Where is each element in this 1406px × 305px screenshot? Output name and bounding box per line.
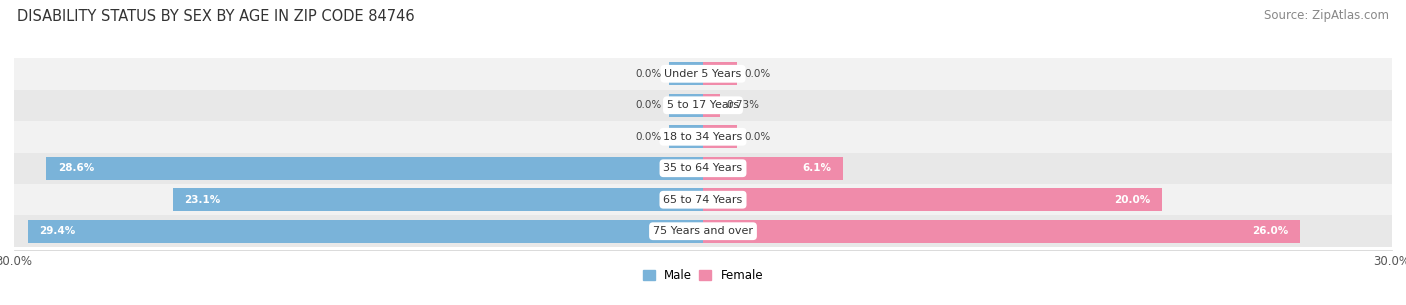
Bar	[669, 94, 703, 117]
Text: 6.1%: 6.1%	[803, 163, 831, 173]
Text: 28.6%: 28.6%	[58, 163, 94, 173]
Bar	[703, 63, 738, 85]
Bar	[703, 220, 1301, 242]
Text: 20.0%: 20.0%	[1115, 195, 1152, 205]
Text: 75 Years and over: 75 Years and over	[652, 226, 754, 236]
Bar	[14, 58, 1392, 90]
Bar	[28, 220, 703, 242]
Bar	[703, 188, 1163, 211]
Bar	[703, 125, 738, 148]
Bar	[14, 215, 1392, 247]
Bar	[46, 157, 703, 180]
Text: 0.0%: 0.0%	[636, 132, 662, 142]
Text: 0.0%: 0.0%	[744, 132, 770, 142]
Bar	[703, 94, 720, 117]
Legend: Male, Female: Male, Female	[638, 265, 768, 287]
Text: 18 to 34 Years: 18 to 34 Years	[664, 132, 742, 142]
Bar	[669, 125, 703, 148]
Text: 35 to 64 Years: 35 to 64 Years	[664, 163, 742, 173]
Bar	[703, 157, 844, 180]
Bar	[14, 90, 1392, 121]
Text: 0.0%: 0.0%	[636, 69, 662, 79]
Bar	[14, 152, 1392, 184]
Text: DISABILITY STATUS BY SEX BY AGE IN ZIP CODE 84746: DISABILITY STATUS BY SEX BY AGE IN ZIP C…	[17, 9, 415, 24]
Text: 0.73%: 0.73%	[727, 100, 759, 110]
Text: 5 to 17 Years: 5 to 17 Years	[666, 100, 740, 110]
Text: 23.1%: 23.1%	[184, 195, 221, 205]
Text: 26.0%: 26.0%	[1253, 226, 1289, 236]
Text: 0.0%: 0.0%	[636, 100, 662, 110]
Bar	[173, 188, 703, 211]
Bar	[14, 184, 1392, 215]
Text: 65 to 74 Years: 65 to 74 Years	[664, 195, 742, 205]
Text: 29.4%: 29.4%	[39, 226, 76, 236]
Bar	[669, 63, 703, 85]
Text: Under 5 Years: Under 5 Years	[665, 69, 741, 79]
Bar	[14, 121, 1392, 152]
Text: 0.0%: 0.0%	[744, 69, 770, 79]
Text: Source: ZipAtlas.com: Source: ZipAtlas.com	[1264, 9, 1389, 22]
